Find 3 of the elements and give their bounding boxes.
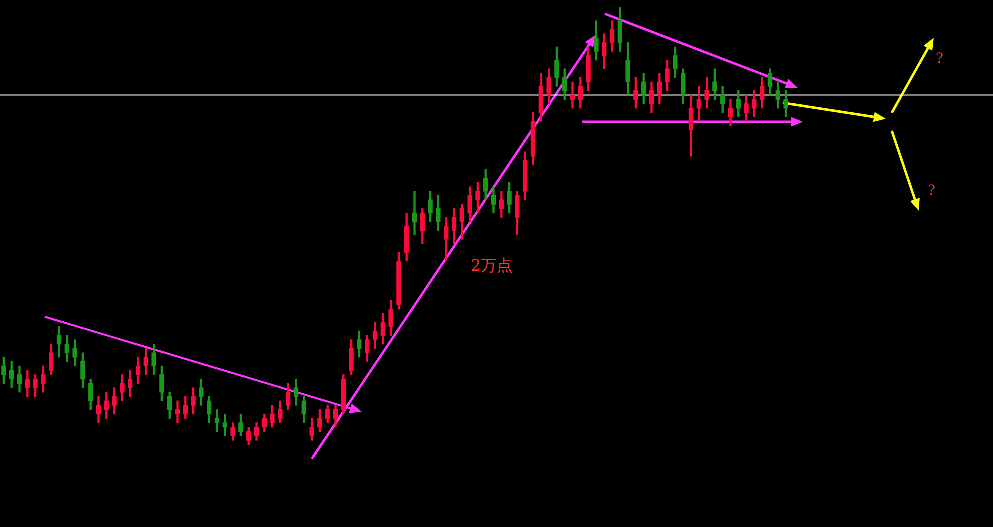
text: ?: [936, 51, 944, 67]
annotation: 2万点: [471, 256, 514, 277]
text: ?: [928, 183, 936, 199]
